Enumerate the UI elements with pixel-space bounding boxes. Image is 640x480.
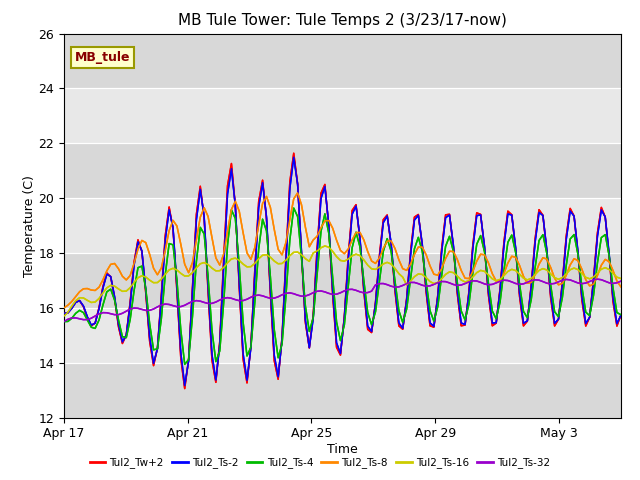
Tul2_Ts-2 [181, 383, 189, 388]
Legend: Tul2_Tw+2, Tul2_Ts-2, Tul2_Ts-4, Tul2_Ts-8, Tul2_Ts-16, Tul2_Ts-32: Tul2_Tw+2, Tul2_Ts-2, Tul2_Ts-4, Tul2_Ts… [86, 453, 554, 472]
Tul2_Ts-8 [232, 198, 239, 204]
Tul2_Ts-32 [617, 278, 625, 284]
Tul2_Tw+2 [60, 311, 68, 316]
Tul2_Ts-16 [512, 268, 520, 274]
Tul2_Ts-2 [60, 311, 68, 316]
Tul2_Ts-4 [524, 315, 531, 321]
Tul2_Ts-32 [60, 319, 68, 324]
Bar [64, 363, 621, 418]
Tul2_Ts-8 [60, 305, 68, 311]
Line: Tul2_Ts-4: Tul2_Ts-4 [64, 208, 621, 364]
Tul2_Ts-16 [232, 255, 239, 261]
Tul2_Ts-2 [465, 290, 473, 296]
Tul2_Tw+2 [99, 284, 107, 289]
Line: Tul2_Ts-16: Tul2_Ts-16 [64, 246, 621, 316]
Tul2_Ts-8 [99, 277, 107, 283]
Tul2_Tw+2 [617, 312, 625, 318]
Tul2_Ts-2 [236, 279, 243, 285]
Tul2_Ts-4 [181, 361, 189, 367]
Tul2_Ts-8 [617, 284, 625, 289]
Tul2_Tw+2 [142, 290, 150, 296]
Tul2_Tw+2 [236, 284, 243, 289]
Bar [64, 198, 621, 253]
Tul2_Ts-2 [617, 312, 625, 318]
Tul2_Ts-4 [465, 301, 473, 307]
Y-axis label: Temperature (C): Temperature (C) [22, 175, 36, 276]
Text: MB_tule: MB_tule [75, 51, 131, 64]
Tul2_Ts-8 [512, 254, 520, 260]
Tul2_Ts-4 [290, 205, 298, 211]
Tul2_Tw+2 [181, 385, 189, 391]
Title: MB Tule Tower: Tule Temps 2 (3/23/17-now): MB Tule Tower: Tule Temps 2 (3/23/17-now… [178, 13, 507, 28]
Tul2_Ts-4 [60, 319, 68, 324]
Tul2_Tw+2 [290, 150, 298, 156]
Bar [64, 34, 621, 88]
Tul2_Ts-2 [99, 285, 107, 291]
Tul2_Ts-4 [617, 312, 625, 318]
Tul2_Tw+2 [516, 294, 524, 300]
Tul2_Ts-16 [142, 274, 150, 280]
Tul2_Ts-32 [458, 282, 465, 288]
Tul2_Ts-32 [516, 281, 524, 287]
Tul2_Ts-8 [461, 276, 469, 281]
Tul2_Ts-8 [294, 190, 301, 196]
Line: Tul2_Ts-8: Tul2_Ts-8 [64, 193, 621, 308]
Tul2_Ts-16 [461, 279, 469, 285]
Bar [64, 253, 621, 308]
Tul2_Ts-32 [593, 276, 601, 282]
Tul2_Ts-4 [99, 302, 107, 308]
Line: Tul2_Ts-2: Tul2_Ts-2 [64, 157, 621, 385]
Tul2_Ts-2 [524, 318, 531, 324]
Tul2_Ts-2 [142, 287, 150, 293]
Bar [64, 308, 621, 363]
Tul2_Ts-32 [99, 310, 107, 315]
Tul2_Ts-16 [520, 275, 527, 281]
Tul2_Ts-16 [99, 290, 107, 296]
Tul2_Ts-16 [321, 243, 329, 249]
Tul2_Tw+2 [524, 318, 531, 324]
Tul2_Ts-32 [232, 297, 239, 302]
Tul2_Ts-4 [516, 281, 524, 287]
Tul2_Ts-16 [60, 313, 68, 319]
Line: Tul2_Ts-32: Tul2_Ts-32 [64, 279, 621, 322]
X-axis label: Time: Time [327, 443, 358, 456]
Tul2_Ts-32 [142, 308, 150, 313]
Tul2_Ts-8 [520, 273, 527, 279]
Tul2_Ts-2 [516, 290, 524, 296]
Tul2_Ts-8 [142, 240, 150, 245]
Tul2_Ts-4 [142, 286, 150, 292]
Tul2_Ts-4 [236, 262, 243, 268]
Tul2_Ts-16 [617, 276, 625, 281]
Bar [64, 144, 621, 198]
Tul2_Ts-32 [508, 279, 516, 285]
Line: Tul2_Tw+2: Tul2_Tw+2 [64, 153, 621, 388]
Bar [64, 88, 621, 144]
Tul2_Ts-2 [290, 155, 298, 160]
Tul2_Tw+2 [465, 288, 473, 294]
